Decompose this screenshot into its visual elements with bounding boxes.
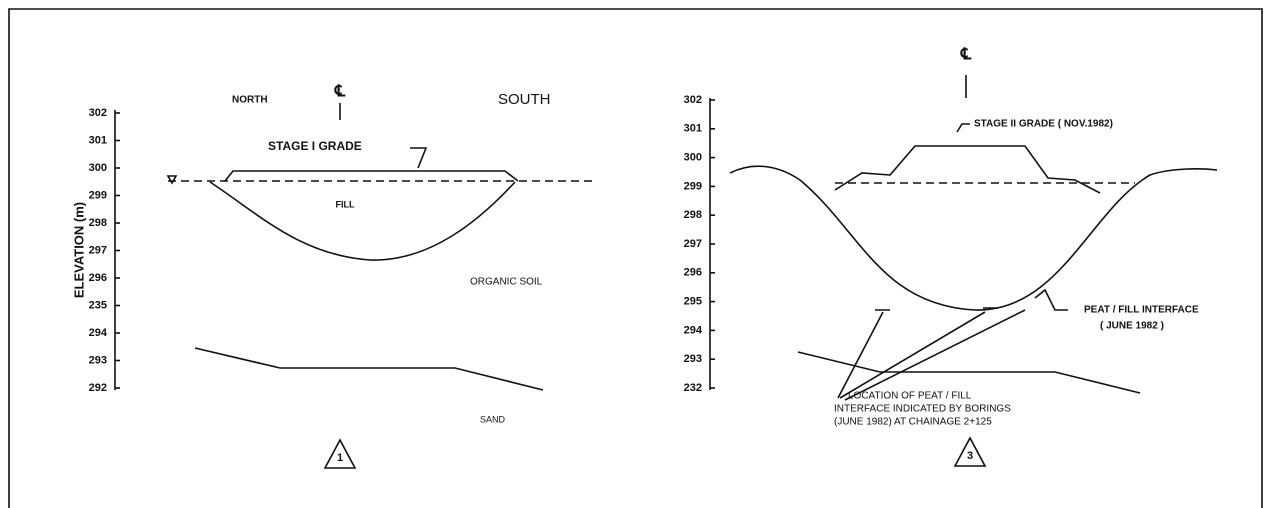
sand-line <box>798 352 1140 393</box>
axis-label: 300 <box>684 152 702 164</box>
axis-label: 299 <box>684 180 702 192</box>
axis-label: 293 <box>684 353 702 365</box>
axis-label: 301 <box>89 134 107 146</box>
organic-label: ORGANIC SOIL <box>470 277 543 288</box>
note-line: INTERFACE INDICATED BY BORINGS <box>834 404 1011 415</box>
centerline: ℄ <box>960 46 972 63</box>
axis-label: 297 <box>89 244 107 256</box>
axis-label: 296 <box>89 272 107 284</box>
axis-label: 296 <box>684 267 702 279</box>
leader <box>1035 290 1068 310</box>
axis-label: 293 <box>89 354 107 366</box>
fill-label: FILL <box>336 199 355 209</box>
north-label: NORTH <box>232 95 268 106</box>
axis-label: 299 <box>89 189 107 201</box>
interface-label: PEAT / FILL INTERFACE <box>1084 305 1199 316</box>
axis-label: 301 <box>684 123 702 135</box>
axis-label: 292 <box>89 382 107 394</box>
axis-label: 298 <box>684 209 702 221</box>
grade-line <box>225 171 518 181</box>
leader <box>957 124 970 132</box>
axis-label: 302 <box>684 94 702 106</box>
fill-boundary <box>210 182 515 260</box>
grade-label: STAGE I GRADE <box>268 139 362 153</box>
axis-label: 294 <box>684 324 703 336</box>
south-label: SOUTH <box>498 91 551 108</box>
grade-line <box>835 146 1100 193</box>
axis-label: 295 <box>684 296 702 308</box>
axis-label: 302 <box>89 107 107 119</box>
axis-label: 235 <box>89 299 107 311</box>
axis-label: 232 <box>684 382 702 394</box>
sand-line <box>195 348 543 390</box>
grade-label: STAGE II GRADE ( NOV.1982) <box>974 119 1113 130</box>
axis-label: 297 <box>684 238 702 250</box>
note-line: LOCATION OF PEAT / FILL <box>848 391 972 402</box>
axis-label: 294 <box>89 327 108 339</box>
arrows <box>838 310 1025 400</box>
water-symbol <box>168 176 176 183</box>
section-label: 3 <box>967 450 973 462</box>
sand-label: SAND <box>480 414 506 424</box>
note-line: (JUNE 1982) AT CHAINAGE 2+125 <box>834 417 992 428</box>
centerline: ℄ <box>334 83 346 100</box>
axis-title: ELEVATION (m) <box>71 202 86 298</box>
frame <box>9 9 1262 508</box>
diagram: 302 301 300 299 298 297 296 235 294 293 292 ELEVAT… <box>0 0 1265 508</box>
axis-label: 300 <box>89 162 107 174</box>
interface-label: ( JUNE 1982 ) <box>1100 321 1164 332</box>
section-label: 1 <box>337 452 343 464</box>
axis-label: 298 <box>89 217 107 229</box>
leader <box>410 148 426 168</box>
peat-boundary <box>730 166 1217 310</box>
